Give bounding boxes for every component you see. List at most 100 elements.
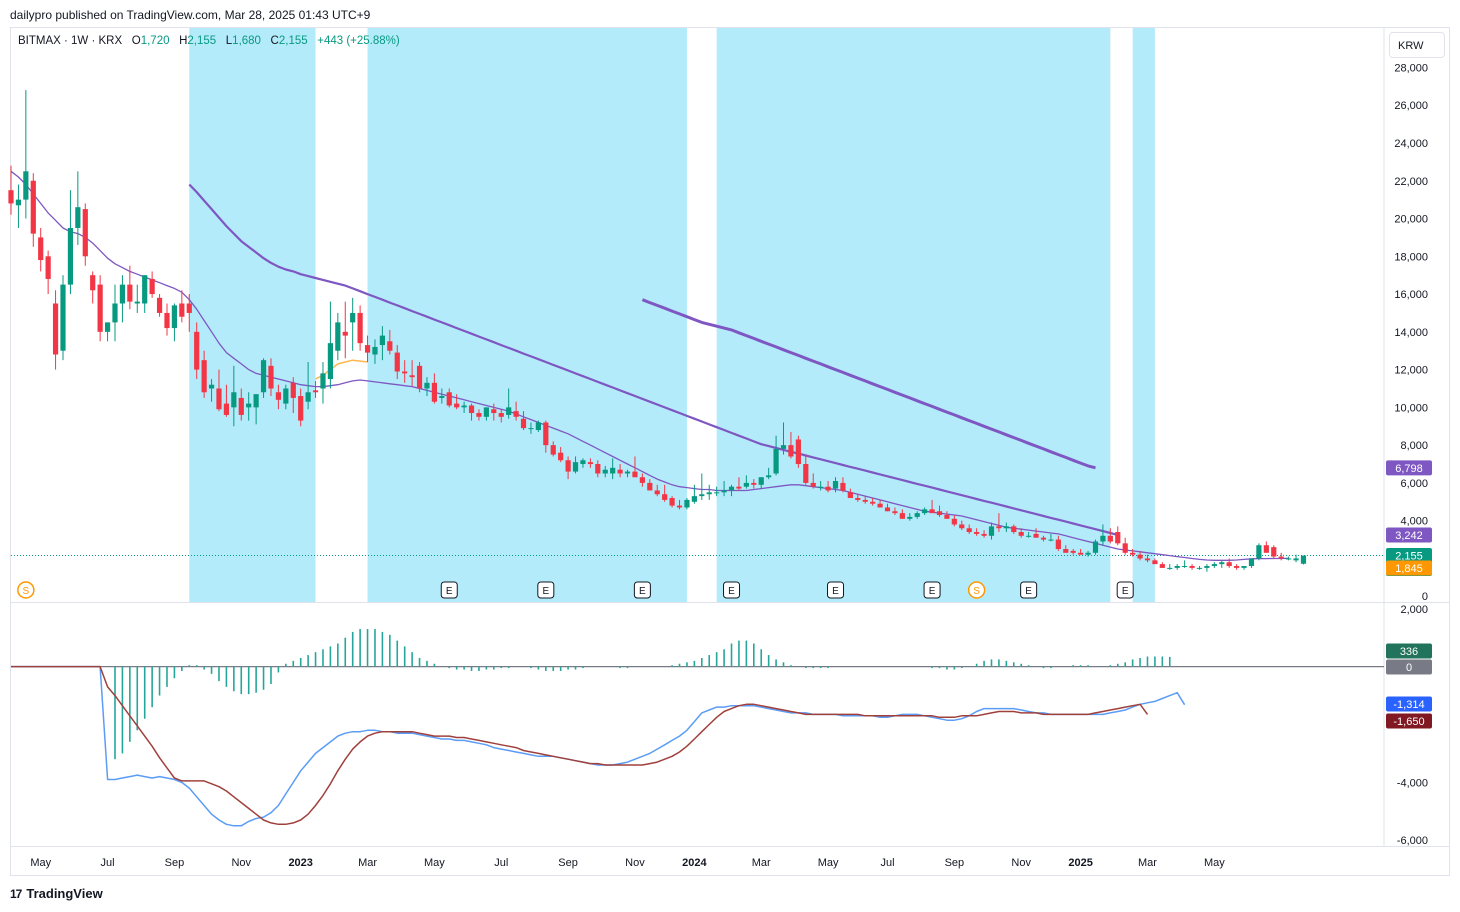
candle-body — [275, 392, 282, 400]
candle-body — [728, 486, 735, 491]
candle-body — [119, 284, 126, 304]
candle-body — [416, 365, 423, 389]
candle-body — [194, 331, 200, 370]
candle-body — [134, 301, 140, 304]
candle-body — [491, 409, 497, 414]
publish-info: dailypro published on TradingView.com, M… — [10, 8, 371, 22]
price-tick-label: 0 — [1422, 591, 1428, 603]
candle-body — [1263, 545, 1269, 553]
candle-body — [558, 452, 564, 461]
earnings-marker-label: E — [639, 586, 646, 597]
candle-body — [164, 312, 170, 329]
candle-body — [610, 467, 616, 474]
candle-body — [988, 526, 995, 536]
candle-body — [424, 382, 430, 389]
candle-body — [691, 496, 697, 502]
candle-body — [825, 486, 831, 491]
candle-body — [127, 284, 133, 302]
candle-body — [379, 335, 385, 346]
legend-high: 2,155 — [187, 35, 217, 47]
chart-frame — [10, 27, 1450, 876]
candle-body — [97, 284, 103, 332]
candle-body — [1211, 564, 1217, 567]
price-label — [1386, 560, 1432, 576]
candle-body — [104, 322, 111, 332]
symbol-legend: BITMAX · 1W · KRX O1,720 H2,155 L1,680 C… — [18, 35, 400, 47]
tradingview-logo[interactable]: 17 TradingView — [10, 886, 103, 901]
price-tick-label: 12,000 — [1394, 365, 1428, 377]
candle-body — [565, 460, 571, 472]
macd-tick-label: -6,000 — [1397, 835, 1428, 847]
earnings-marker-label: E — [929, 586, 936, 597]
time-tick-label: Mar — [752, 857, 771, 869]
candle-body — [1107, 535, 1113, 542]
candle-body — [788, 445, 794, 457]
candle-body — [936, 511, 943, 516]
legend-high-label: H — [179, 35, 188, 47]
candle-body — [528, 428, 534, 430]
candle-body — [1219, 562, 1225, 565]
candle-body — [706, 492, 712, 495]
ma-slow-line — [641, 298, 1096, 470]
currency-button[interactable]: KRW — [1389, 32, 1445, 58]
candle-body — [974, 532, 980, 534]
candle-body — [699, 494, 705, 497]
candle-body — [1115, 532, 1121, 544]
macd-value-label-text: -1,650 — [1393, 716, 1424, 728]
candle-body — [840, 482, 846, 491]
candle-body — [298, 396, 304, 421]
candle-body — [1182, 566, 1188, 568]
candle-body — [818, 486, 824, 488]
candle-body — [1122, 543, 1128, 553]
candle-body — [602, 469, 608, 474]
candle-body — [981, 533, 987, 536]
candle-body — [1085, 552, 1091, 555]
candle-body — [1026, 535, 1032, 537]
candle-body — [45, 256, 51, 279]
candle-body — [238, 397, 244, 415]
candle-body — [446, 392, 452, 406]
earnings-marker-label: E — [728, 586, 735, 597]
candle-body — [624, 471, 631, 474]
candle-body — [312, 390, 319, 393]
candle-body — [327, 343, 334, 380]
candle-body — [231, 392, 237, 408]
time-tick-label: Sep — [165, 857, 185, 869]
candle-body — [253, 394, 259, 408]
time-tick-label: Jul — [494, 857, 508, 869]
price-label-text: 1,845 — [1395, 563, 1423, 575]
macd-line — [11, 665, 1186, 827]
time-tick-label: 2025 — [1068, 857, 1092, 869]
candle-body — [431, 382, 437, 402]
time-tick-label: Jul — [880, 857, 894, 869]
candle-body — [951, 518, 957, 525]
legend-low: 1,680 — [232, 35, 261, 47]
candle-body — [1137, 554, 1143, 559]
candle-body — [246, 403, 252, 408]
legend-close-label: C — [270, 35, 279, 47]
candle-body — [67, 227, 74, 285]
candle-body — [90, 275, 96, 291]
candle-body — [23, 171, 29, 200]
candle-body — [721, 490, 727, 493]
time-tick-label: Mar — [1138, 857, 1157, 869]
ma-short-line — [10, 170, 1289, 561]
candle-body — [156, 297, 163, 313]
candle-body — [1100, 535, 1106, 542]
candle-body — [1271, 547, 1277, 557]
shaded-range — [1132, 28, 1155, 602]
candle-body — [1055, 539, 1061, 550]
candle-body — [201, 360, 207, 393]
candle-body — [409, 375, 415, 378]
candle-body — [260, 360, 267, 393]
earnings-marker-label: E — [832, 586, 839, 597]
candle-body — [870, 501, 876, 504]
candle-body — [543, 422, 549, 446]
time-tick-label: Jul — [101, 857, 115, 869]
price-tick-label: 26,000 — [1394, 100, 1428, 112]
earnings-marker-label: E — [1122, 586, 1129, 597]
split-marker-label: S — [23, 586, 30, 597]
split-marker — [967, 581, 986, 599]
